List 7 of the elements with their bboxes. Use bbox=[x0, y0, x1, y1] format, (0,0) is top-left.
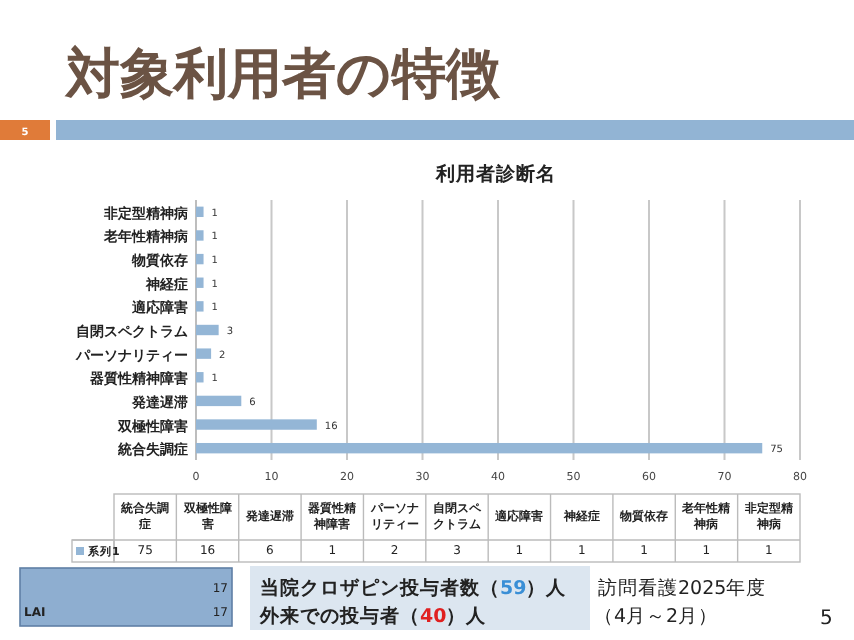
text: 当院クロザピン投与者数（59）人 bbox=[260, 576, 569, 600]
text: 5 bbox=[820, 608, 833, 630]
text: 外来での投与者（40）人 bbox=[258, 604, 489, 628]
chart-title: 対象利用者の特徴 bbox=[64, 44, 502, 106]
chart-subtitle: 利用者診断名 bbox=[434, 162, 556, 186]
text: （4月～2月） bbox=[594, 606, 719, 628]
text: 訪問看護2025年度 bbox=[598, 576, 767, 600]
